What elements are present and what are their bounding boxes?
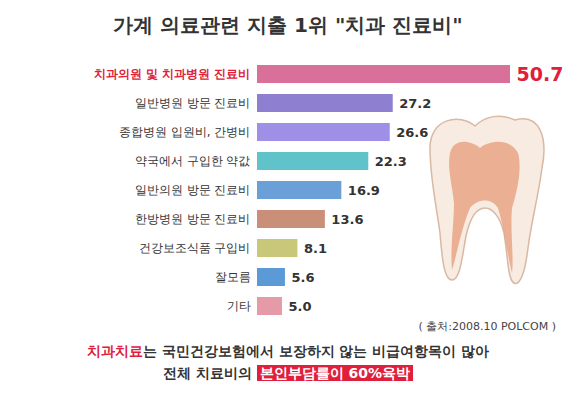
svg-text:26.6: 26.6 bbox=[396, 125, 428, 140]
svg-text:치과의원 및 치과병원 진료비: 치과의원 및 치과병원 진료비 bbox=[94, 67, 251, 81]
svg-text:5.0: 5.0 bbox=[288, 299, 311, 314]
svg-text:27.2: 27.2 bbox=[399, 96, 431, 111]
svg-text:종합병원 입원비, 간병비: 종합병원 입원비, 간병비 bbox=[119, 125, 250, 139]
html-text:전체 치료비의본인부담률이 60%육박: 전체 치료비의본인부담률이 60%육박 bbox=[162, 365, 411, 381]
svg-text:약국에서 구입한 약값: 약국에서 구입한 약값 bbox=[135, 154, 251, 168]
svg-text:8.1: 8.1 bbox=[304, 241, 327, 256]
svg-text:50.7: 50.7 bbox=[517, 63, 564, 85]
html-text:치과치료는 국민건강보험에서 보장하지 않는 비급여항목이: 치과치료는 국민건강보험에서 보장하지 않는 비급여항목이 많아 bbox=[86, 343, 490, 359]
svg-text:22.3: 22.3 bbox=[375, 154, 407, 169]
svg-text:잘모름: 잘모름 bbox=[215, 270, 251, 284]
html-text:( 출처:2008.10 POLCOM ): ( 출처:2008.10 POLCOM ) bbox=[418, 320, 556, 333]
svg-text:16.9: 16.9 bbox=[348, 183, 380, 198]
svg-text:일반병원 방문 진료비: 일반병원 방문 진료비 bbox=[135, 96, 251, 110]
svg-text:기타: 기타 bbox=[227, 299, 251, 313]
html-text:가계 의료관련 지출 1위 "치과 진료비": 가계 의료관련 지출 1위 "치과 진료비" bbox=[113, 13, 463, 37]
svg-text:건강보조식품 구입비: 건강보조식품 구입비 bbox=[139, 241, 251, 255]
svg-text:5.6: 5.6 bbox=[291, 270, 314, 285]
svg-text:일반의원 방문 진료비: 일반의원 방문 진료비 bbox=[135, 183, 251, 197]
svg-text:13.6: 13.6 bbox=[331, 212, 363, 227]
svg-text:한방병원 방문 진료비: 한방병원 방문 진료비 bbox=[135, 212, 251, 226]
